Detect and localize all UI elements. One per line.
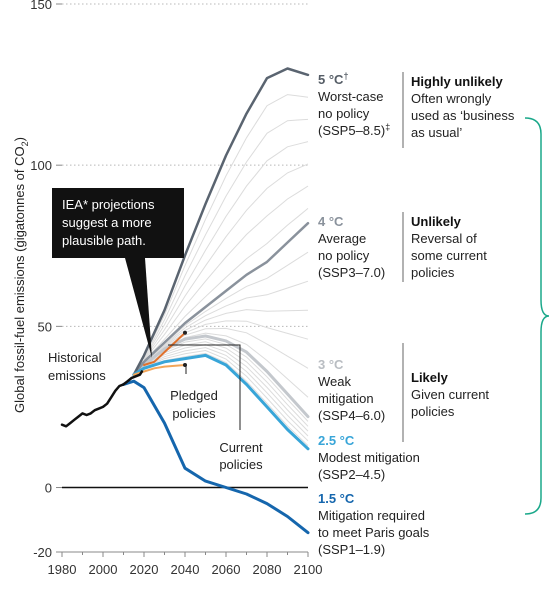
iea-callout-line3: plausible path. [62,233,146,248]
faint-scenario-line [143,309,309,364]
faint-scenario-line [143,118,309,358]
y-tick-label: 0 [45,481,52,496]
scenario-1-5c-line3: (SSP1–1.9) [318,542,385,557]
faint-scenario-line [143,141,309,359]
iea-callout-box [52,188,184,258]
historical-label-line1: Historical [48,350,102,365]
likelihood-unlikely-line3: policies [411,265,455,280]
likelihood-highly-unlikely-line1: Often wrongly [411,91,492,106]
current-policies-leader [168,344,241,430]
scenario-5c-line3: (SSP5–8.5)‡ [318,122,390,138]
series-line-ssp245 [132,353,310,451]
x-tick-label: 2000 [89,562,118,577]
likelihood-likely-title: Likely [411,370,449,385]
x-tick-label: 1980 [48,562,77,577]
iea-callout-line2: suggest a more [62,215,152,230]
faint-scenario-line [143,347,309,437]
x-tick-label: 2080 [253,562,282,577]
y-tick-label: 100 [30,158,52,173]
series-line-iea [143,331,186,366]
faint-scenario-line [143,163,309,360]
faint-scenario-line [143,185,309,361]
series-line-ssp119 [122,379,310,535]
scenario-5c-line1: Worst-case [318,89,384,104]
scenario-3c-temp: 3 °C [318,357,344,372]
scenario-4c: 4 °C Average no policy (SSP3–7.0) [318,214,385,280]
scenario-3c-line3: (SSP4–6.0) [318,408,385,423]
pledged-label-line1: Pledged [170,388,218,403]
likelihood-likely-line1: Given current [411,387,489,402]
scenario-2-5c-line1: Modest mitigation [318,450,420,465]
faint-scenario-line [143,94,309,357]
scenario-1-5c-line2: to meet Paris goals [318,525,430,540]
pledged-label-line2: policies [172,406,216,421]
likelihood-highly-unlikely-title: Highly unlikely [411,74,504,89]
series-line-ssp585 [132,67,310,376]
scenario-1-5c: 1.5 °C Mitigation required to meet Paris… [318,491,430,557]
faint-scenario-line [143,344,309,432]
likelihood-unlikely: Unlikely Reversal of some current polici… [402,212,487,282]
faint-scenario-line [143,327,309,369]
likelihood-unlikely-line1: Reversal of [411,231,477,246]
scenario-3c-line1: Weak [318,374,351,389]
scenario-3c-line2: mitigation [318,391,374,406]
current-label-line1: Current [219,440,263,455]
iea-callout-line1: IEA* projections [62,197,155,212]
y-tick-label: 50 [38,319,52,334]
faint-scenario-line [143,341,309,427]
likelihood-likely: Likely Given current policies [402,343,489,442]
series-end-dot-iea [183,330,187,335]
series-line-ssp460 [132,334,310,419]
x-tick-label: 2020 [130,562,159,577]
y-tick-label: 150 [30,0,52,12]
iea-callout-pointer [125,258,152,358]
scenario-5c-temp: 5 °C† [318,71,348,87]
likelihood-unlikely-title: Unlikely [411,214,462,229]
faint-scenario-lines [143,94,309,446]
likely-range-brace [524,117,550,515]
scenario-4c-temp: 4 °C [318,214,344,229]
scenario-4c-line1: Average [318,231,366,246]
scenario-5c-line2: no policy [318,106,370,121]
likelihood-likely-line2: policies [411,404,455,419]
x-tick-label: 2040 [171,562,200,577]
faint-scenario-line [143,280,309,364]
faint-scenario-line [143,320,309,365]
historical-label-line2: emissions [48,368,106,383]
likelihood-highly-unlikely: Highly unlikely Often wrongly used as ‘b… [402,72,515,148]
scenario-4c-line3: (SSP3–7.0) [318,265,385,280]
faint-scenario-line [143,208,309,362]
y-axis-label: Global fossil-fuel emissions (gigatonnes… [12,137,30,413]
iea-callout: IEA* projections suggest a more plausibl… [52,188,184,358]
likelihood-highly-unlikely-line3: as usual’ [411,125,462,140]
gridlines [62,3,308,489]
likelihood-unlikely-line2: some current [411,248,487,263]
series-lines [60,67,310,535]
scenario-3c: 3 °C Weak mitigation (SSP4–6.0) [318,357,385,423]
scenario-2-5c-temp: 2.5 °C [318,433,355,448]
scenario-1-5c-temp: 1.5 °C [318,491,355,506]
likelihood-highly-unlikely-line2: used as ‘business [411,108,515,123]
x-tick-label: 2060 [212,562,241,577]
scenario-4c-line2: no policy [318,248,370,263]
current-label-line2: policies [219,457,263,472]
series-line-historical [60,370,144,428]
x-tick-label: 2100 [294,562,323,577]
faint-scenario-line [143,349,309,442]
scenario-1-5c-line1: Mitigation required [318,508,425,523]
axes: -20 0 50 100 150 1980 2000 2020 2040 2060 2080 2100 [30,0,322,577]
scenario-2-5c-line2: (SSP2–4.5) [318,467,385,482]
scenario-5c: 5 °C† Worst-case no policy (SSP5–8.5)‡ [318,71,390,138]
scenario-2-5c: 2.5 °C Modest mitigation (SSP2–4.5) [318,433,420,482]
y-tick-label: -20 [33,545,52,560]
series-line-ssp370 [132,221,310,376]
